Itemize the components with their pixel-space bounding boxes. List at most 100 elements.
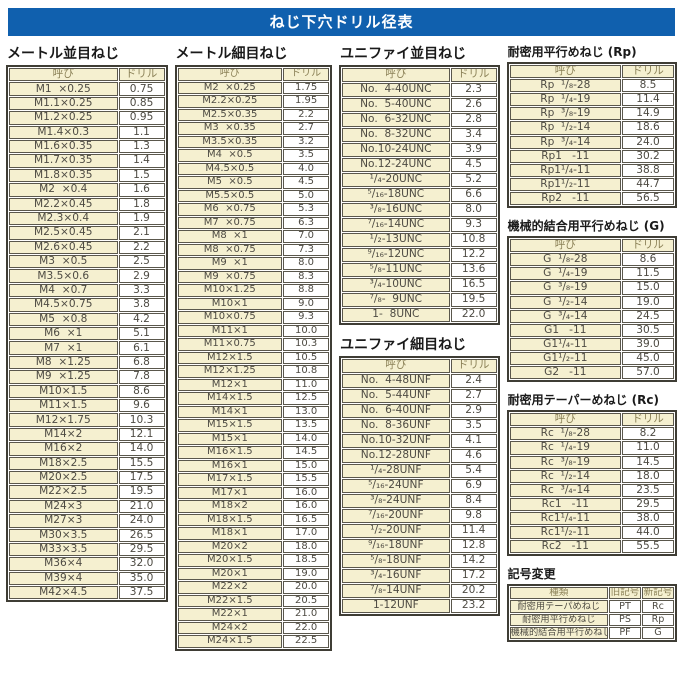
table-row: M22×2.5 19.5 [9,485,165,499]
column-header: 呼び [509,413,621,427]
table-row: 1- 8UNC 22.0 [342,308,497,322]
cell-thread-name: M3.5×0.35 [177,135,283,148]
table-row: G1¹/₂-11 45.0 [509,351,674,366]
cell-drill-value: 7.0 [283,230,330,243]
cell-thread-name: M2 ×0.25 [177,81,283,94]
cell-drill-value: 1.75 [283,81,330,94]
cell-drill-value: 2.9 [450,404,497,418]
cell-drill-value: 7.3 [283,243,330,256]
cell-thread-name: No. 4-48UNF [342,374,450,388]
cell-drill-value: 5.3 [283,203,330,216]
cell-thread-name: M15×1 [177,432,283,445]
cell-thread-name: M18×1 [177,527,283,540]
cell-thread-name: ⁵/₁₆-18UNC [342,188,450,202]
cell-thread-name: M20×2 [177,540,283,553]
cell-drill-value: 26.5 [118,528,165,542]
cell-drill-value: 15.5 [283,473,330,486]
cell-drill-value: 38.8 [622,163,674,177]
cell-thread-name: G ¹/₄-19 [509,267,621,281]
cell-thread-name: ³/₈-24UNF [342,494,450,508]
cell-drill-value: 14.2 [450,554,497,568]
cell-drill-value: 5.1 [118,327,165,341]
cell-thread-name: M11×0.75 [177,338,283,351]
cell-drill-value: 16.5 [450,278,497,292]
cell-drill-value: 44.7 [622,177,674,191]
cell-thread-name: Rp ¹/₄-19 [509,93,621,107]
cell-drill-value: 8.3 [283,270,330,283]
cell-thread-name: M5.5×0.5 [177,189,283,202]
cell-drill-value: 29.5 [622,497,674,511]
table-row: M1.4×0.3 1.1 [9,125,165,139]
cell-drill-value: 11.5 [622,267,674,281]
table-row: M12×1 11.0 [177,378,330,391]
cell-thread-name: M4.5×0.75 [9,298,118,312]
cell-thread-name: ⁷/₈- 9UNC [342,293,450,307]
table-row: M33×3.5 29.5 [9,542,165,557]
table-row: M27×3 24.0 [9,514,165,528]
cell-thread-name: M2.2×0.45 [9,197,118,211]
table-row: No.12-28UNF 4.6 [342,449,497,463]
table-row: M7 ×1 6.1 [9,341,165,355]
cell-thread-name: G ³/₈-19 [509,281,621,295]
table-row: M1 ×0.25 0.75 [9,82,165,96]
cell-drill-value: Rc [642,600,674,613]
cell-thread-name: M15×1.5 [177,419,283,432]
cell-thread-name: ⁷/₈-14UNF [342,584,450,598]
table-row: M3 ×0.5 2.5 [9,255,165,269]
cell-thread-name: Rp ³/₄-14 [509,135,621,149]
table-row: M10×1 9.0 [177,297,330,310]
column-header: ドリル [450,359,497,373]
cell-thread-name: No.12-24UNC [342,158,450,172]
column-header: 呼び [342,359,450,373]
table-row: ⁷/₈- 9UNC 19.5 [342,293,497,307]
cell-thread-name: M6 ×0.75 [177,203,283,216]
table-row: M14×1 13.0 [177,405,330,418]
cell-drill-value: 1.1 [118,125,165,139]
cell-thread-name: M16×1 [177,459,283,472]
cell-drill-value: 20.5 [283,594,330,607]
cell-drill-value: 1.4 [118,154,165,168]
table-row: Rp ¹/₂-14 18.6 [509,121,674,135]
cell-thread-name: Rc ¹/₈-28 [509,427,621,441]
table-row: M12×1.5 10.5 [177,351,330,364]
cell-drill-value: 8.6 [622,253,674,267]
table-row: G ¹/₂-14 19.0 [509,295,674,309]
column-header: 呼び [342,68,450,82]
cell-drill-value: 5.2 [450,173,497,187]
cell-thread-name: Rp ¹/₈-28 [509,79,621,93]
cell-thread-name: M17×1 [177,486,283,499]
table-row: M24×1.5 22.5 [177,635,330,648]
cell-drill-value: 12.8 [450,539,497,553]
cell-thread-name: M10×1 [177,297,283,310]
cell-drill-value: 14.9 [622,107,674,121]
table-row: M1.8×0.35 1.5 [9,168,165,183]
cell-drill-value: 15.0 [622,281,674,295]
cell-thread-name: M24×1.5 [177,635,283,648]
data-table: 呼び ドリル M1 ×0.25 0.75 M1.1×0.25 0.85 M1.2×0.25 0… [6,65,168,603]
cell-drill-value: 9.6 [118,398,165,413]
cell-thread-name: M42×4.5 [9,586,118,600]
cell-thread-name: M7 ×1 [9,341,118,355]
cell-drill-value: 57.0 [622,366,674,380]
table-row: M1.1×0.25 0.85 [9,96,165,111]
cell-thread-name: No. 8-36UNF [342,419,450,433]
cell-thread-name: M24×2 [177,621,283,634]
cell-thread-name: M8 ×1.25 [9,355,118,370]
cell-drill-value: 38.0 [622,511,674,526]
cell-thread-name: M14×2 [9,427,118,442]
cell-drill-value: 4.6 [450,449,497,463]
table-row: M22×1 21.0 [177,608,330,621]
table-row: M20×2 18.0 [177,540,330,553]
cell-thread-name: M20×2.5 [9,470,118,485]
table-row: ¹/₄-20UNC 5.2 [342,173,497,187]
cell-drill-value: 6.1 [118,341,165,355]
cell-thread-name: M20×1.5 [177,554,283,567]
table-row: G2 -11 57.0 [509,366,674,380]
cell-drill-value: 2.8 [450,113,497,127]
cell-thread-name: ⁵/₈-11UNC [342,263,450,277]
table-section-unified-fine: ユニファイ細目ねじ 呼び ドリル No. 4-48UNF 2.4 No. 5-44UNF 2… [339,334,500,616]
table-row: ⁷/₁₆-20UNF 9.8 [342,509,497,523]
cell-thread-name: M12×1 [177,378,283,391]
table-row: No. 8-32UNC 3.4 [342,128,497,142]
table-row: M22×1.5 20.5 [177,594,330,607]
